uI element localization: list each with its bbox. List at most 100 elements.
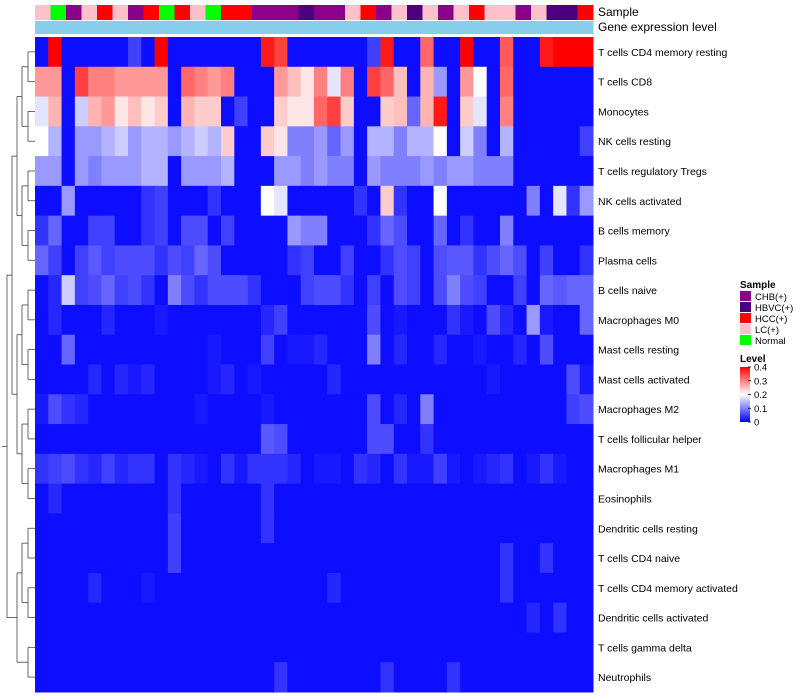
heatmap-cell — [48, 66, 63, 98]
heatmap-cell — [340, 96, 355, 127]
heatmap-cell — [260, 394, 275, 425]
expression-annotation-cell — [221, 21, 237, 34]
gene-expression-annotation-title: Gene expression level — [598, 20, 717, 34]
heatmap-cell — [154, 632, 169, 663]
heatmap-cell — [367, 37, 381, 68]
heatmap-cell — [207, 96, 222, 127]
heatmap-cell — [340, 572, 355, 604]
heatmap-cell — [48, 543, 63, 574]
heatmap-cell — [154, 126, 169, 157]
heatmap-cell — [114, 572, 129, 604]
heatmap-cell — [473, 543, 488, 574]
heatmap-cell — [327, 394, 342, 425]
heatmap-cell — [101, 424, 116, 455]
expression-annotation-cell — [376, 21, 392, 34]
heatmap-cell — [539, 632, 554, 663]
sample-legend: Sample CHB(+)HBVC(+)HCC(+)LC(+)Normal — [740, 280, 793, 347]
heatmap-cell — [407, 37, 421, 68]
heatmap-cell — [234, 37, 249, 68]
heatmap-cell — [141, 156, 156, 187]
heatmap-cell — [526, 483, 541, 514]
heatmap-cell — [88, 662, 102, 693]
heatmap-cell — [353, 96, 368, 127]
heatmap-cell — [247, 96, 262, 127]
heatmap-cell — [420, 275, 435, 306]
sample-annotation-cell — [190, 5, 206, 20]
heatmap-cell — [380, 453, 395, 485]
heatmap-cell — [274, 513, 288, 544]
heatmap-cell — [167, 662, 182, 693]
heatmap-cell — [48, 513, 63, 544]
heatmap-cell — [340, 602, 355, 633]
row-label: Neutrophils — [598, 672, 651, 684]
heatmap-cell — [181, 483, 195, 514]
heatmap-cell — [579, 215, 594, 246]
heatmap-cell — [300, 424, 315, 455]
heatmap-cell — [446, 185, 461, 217]
heatmap-cell — [526, 453, 541, 485]
heatmap-cell — [407, 275, 421, 306]
heatmap-cell — [181, 364, 195, 395]
heatmap-cell — [539, 662, 554, 693]
row-label: NK cells activated — [598, 196, 682, 208]
heatmap-cell — [234, 126, 249, 157]
heatmap-cell — [88, 245, 102, 276]
heatmap-cell — [473, 513, 488, 544]
heatmap-cell — [221, 304, 235, 336]
heatmap-cell — [35, 275, 49, 306]
heatmap-cell — [314, 156, 328, 187]
heatmap-cell — [247, 483, 262, 514]
heatmap-cell — [407, 126, 421, 157]
heatmap-cell — [433, 453, 448, 485]
heatmap-cell — [300, 245, 315, 276]
heatmap-cell — [154, 185, 169, 217]
heatmap-cell — [446, 334, 461, 365]
heatmap-cell — [234, 66, 249, 98]
expression-annotation-cell — [531, 21, 547, 34]
level-legend-tick-label: 0.1 — [754, 404, 767, 415]
heatmap-cell — [367, 632, 381, 663]
heatmap-cell — [167, 632, 182, 663]
row-label: T cells CD4 naive — [598, 553, 680, 565]
heatmap-cell — [181, 424, 195, 455]
heatmap-cell — [513, 572, 528, 604]
heatmap-cell — [167, 394, 182, 425]
expression-annotation-cell — [298, 21, 315, 34]
heatmap-cell — [247, 126, 262, 157]
row-label: Dendritic cells activated — [598, 613, 708, 625]
heatmap-cell — [274, 334, 288, 365]
sample-legend-label: CHB(+) — [755, 292, 787, 303]
heatmap-cell — [101, 185, 116, 217]
heatmap-cell — [539, 394, 554, 425]
heatmap-cell — [48, 572, 63, 604]
heatmap-cell — [141, 632, 156, 663]
heatmap-cell — [300, 215, 315, 246]
heatmap-cell — [393, 513, 408, 544]
heatmap-cell — [500, 602, 514, 633]
sample-legend-label: LC(+) — [755, 325, 779, 336]
heatmap-cell — [539, 185, 554, 217]
heatmap-cell — [420, 662, 435, 693]
heatmap-cell — [566, 572, 581, 604]
heatmap-cell — [486, 37, 501, 68]
heatmap-cell — [407, 304, 421, 336]
sample-annotation-cell — [97, 5, 113, 20]
level-legend-title: Level — [740, 354, 766, 365]
heatmap-cell — [539, 245, 554, 276]
heatmap-cell — [486, 334, 501, 365]
heatmap-cell — [380, 334, 395, 365]
heatmap-cell — [473, 96, 488, 127]
heatmap-cell — [74, 513, 89, 544]
level-legend-tick-label: 0.3 — [754, 376, 767, 387]
heatmap-cell — [274, 215, 288, 246]
heatmap-cell — [367, 185, 381, 217]
sample-annotation-cell — [329, 5, 346, 20]
heatmap-cell — [526, 394, 541, 425]
heatmap-cell — [513, 37, 528, 68]
expression-annotation-cell — [453, 21, 470, 34]
heatmap-cell — [74, 126, 89, 157]
row-label: Macrophages M0 — [598, 315, 679, 327]
heatmap-cell — [446, 662, 461, 693]
heatmap-cell — [154, 453, 169, 485]
expression-annotation-cell — [283, 21, 299, 34]
